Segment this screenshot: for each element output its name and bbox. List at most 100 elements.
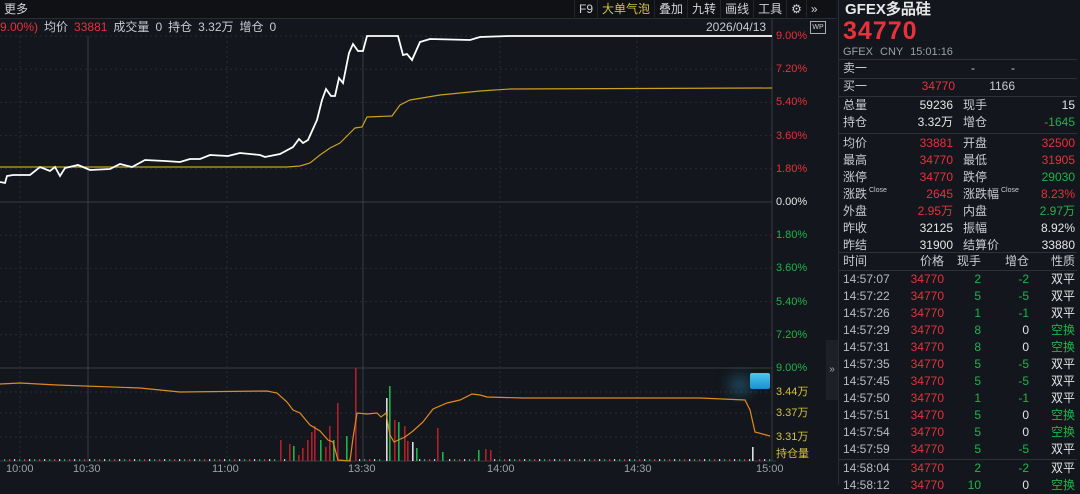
big-order-bubble-button[interactable]: 大单气泡 — [597, 0, 654, 19]
stat-value: 31900 — [919, 238, 953, 252]
volume-bar — [89, 459, 91, 461]
more-button[interactable]: 更多 — [4, 2, 29, 16]
ticks-column-header: 价格 — [919, 254, 944, 268]
tick-row: 14:57:29 34770 8 0 空换 — [843, 322, 1075, 339]
tick-row: 14:57:31 34770 8 0 空换 — [843, 339, 1075, 356]
volume-bar — [437, 428, 439, 461]
intraday-chart[interactable] — [0, 0, 776, 485]
tick-cell: 0 — [1022, 340, 1029, 354]
volume-bar — [244, 459, 246, 461]
volume-bar — [589, 459, 591, 461]
overlay-button[interactable]: 叠加 — [654, 0, 687, 19]
volume-bar — [416, 448, 418, 461]
avg-label: 均价 — [44, 20, 69, 34]
tick-row: 14:57:50 34770 1 -1 双平 — [843, 390, 1075, 407]
tick-row: 14:57:51 34770 5 0 空换 — [843, 407, 1075, 424]
volume-bar — [364, 459, 366, 461]
avg-price-line — [0, 87, 773, 168]
instrument-title: GFEX多品硅 — [845, 1, 931, 18]
stat-label: 总量 — [843, 98, 868, 112]
volume-bar — [302, 448, 304, 461]
tick-cell: 34770 — [910, 391, 944, 405]
volume-bar — [9, 459, 11, 461]
volume-bar — [509, 459, 511, 461]
volume-bar — [619, 459, 621, 461]
wp-monitor-icon[interactable]: WP — [810, 21, 826, 34]
tick-row: 14:57:59 34770 5 -5 双平 — [843, 441, 1075, 458]
tools-button[interactable]: 工具 — [753, 0, 786, 19]
last-price: 34770 — [843, 17, 918, 45]
stat-label: 涨停 — [843, 170, 868, 184]
stat-label: 最低 — [963, 153, 988, 167]
volume-bar — [311, 432, 313, 461]
volume-bar — [79, 459, 81, 461]
volume-bar — [579, 459, 581, 461]
time-axis-label: 13:30 — [348, 463, 376, 475]
tick-cell: 8 — [974, 340, 981, 354]
volume-bar — [478, 450, 480, 461]
bubble-indicator-icon[interactable] — [750, 373, 770, 389]
open-interest-line — [0, 382, 771, 462]
volume-bar — [674, 459, 676, 461]
tick-cell: 双平 — [1050, 442, 1075, 456]
volume-bar — [514, 459, 516, 461]
stat-row: 均价 33881 开盘 32500 — [843, 135, 1075, 152]
volume-bar — [449, 459, 451, 461]
volume-bar — [529, 459, 531, 461]
volume-bar — [404, 426, 406, 461]
collapse-panel-button[interactable]: » — [826, 340, 838, 400]
volume-bar — [659, 459, 661, 461]
volume-bar — [519, 459, 521, 461]
volume-bar — [214, 459, 216, 461]
stat-label: 结算价 — [963, 238, 1000, 252]
volume-bar — [649, 459, 651, 461]
volume-bar — [629, 459, 631, 461]
nine-turn-button[interactable]: 九转 — [687, 0, 720, 19]
price-axis-label: 1.80% — [776, 162, 808, 175]
draw-line-button[interactable]: 画线 — [720, 0, 753, 19]
volume-bar — [209, 459, 211, 461]
stat-value: 2.97万 — [1039, 204, 1075, 218]
volume-bar — [752, 447, 754, 461]
stat-value: 29030 — [1041, 170, 1075, 184]
expand-chevron-icon[interactable]: » — [805, 0, 822, 19]
volume-bar — [749, 459, 751, 461]
stat-label: 最高 — [843, 153, 868, 167]
tick-cell: -5 — [1018, 442, 1029, 456]
volume-bar — [24, 459, 26, 461]
volume-bar — [99, 459, 101, 461]
tick-cell: 34770 — [910, 357, 944, 371]
volume-bar — [679, 459, 681, 461]
tick-cell: -1 — [1018, 306, 1029, 320]
volume-bar — [614, 459, 616, 461]
volume-bar — [769, 459, 771, 461]
quote-panel: GFEX多品硅 34770 GFEX CNY 15:01:16 卖一 - - 买一 3… — [838, 0, 1080, 492]
bid1-row: 买一 34770 1166 — [843, 79, 1015, 93]
volume-bar — [412, 442, 414, 461]
volume-bar — [34, 459, 36, 461]
volume-bar — [534, 459, 536, 461]
volume-bar — [594, 459, 596, 461]
volume-bar — [689, 459, 691, 461]
settings-gear-icon[interactable]: ⚙ — [786, 0, 806, 19]
tick-cell: 14:57:29 — [843, 323, 890, 337]
stat-label: 增仓 — [963, 115, 988, 129]
volume-bar — [469, 459, 471, 461]
tick-cell: 10 — [967, 478, 981, 492]
volume-bar — [759, 459, 761, 461]
tick-cell: 5 — [974, 408, 981, 422]
price-axis-label: 1.80% — [776, 229, 808, 242]
volume-bar — [199, 459, 201, 461]
stat-value: 34770 — [919, 153, 953, 167]
volume-bar — [564, 459, 566, 461]
close-tag: Close — [1001, 187, 1019, 194]
stat-label: 昨结 — [843, 238, 868, 252]
volume-bar — [398, 422, 400, 461]
volume-bar — [764, 459, 766, 461]
volume-bar — [325, 447, 327, 461]
stat-row: 涨停 34770 跌停 29030 — [843, 169, 1075, 186]
volume-bar — [184, 459, 186, 461]
stat-value: 8.92% — [1040, 221, 1075, 235]
f9-button[interactable]: F9 — [574, 0, 597, 19]
volume-bar — [569, 459, 571, 461]
